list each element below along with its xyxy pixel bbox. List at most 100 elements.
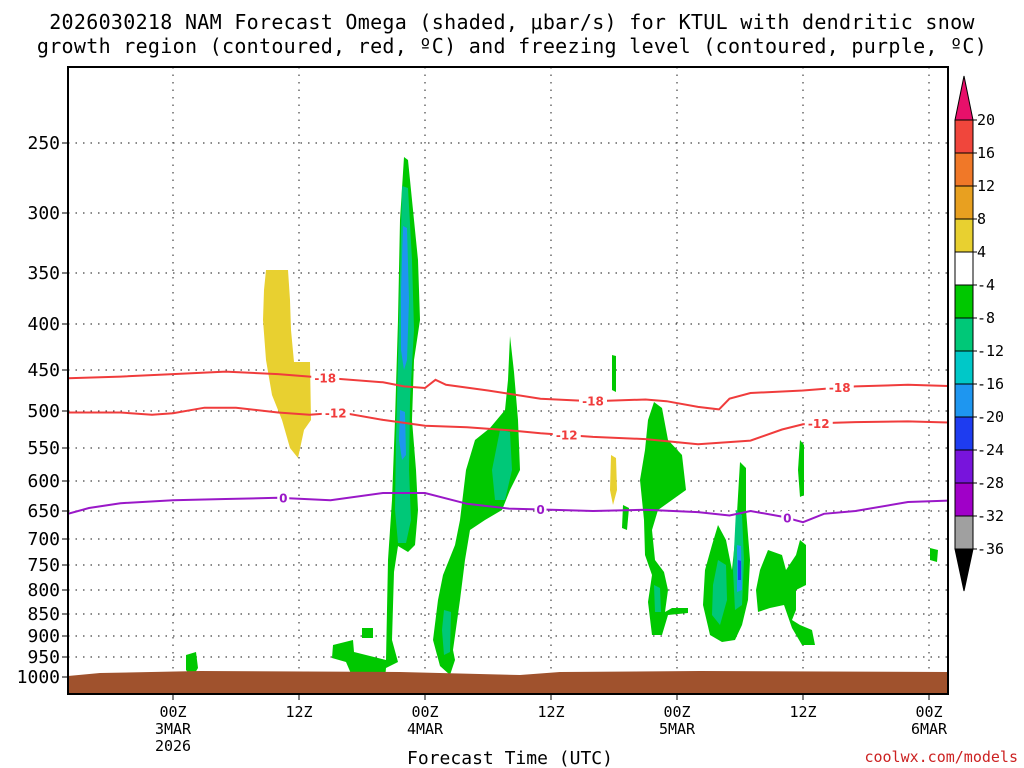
x-tick-label-0-0: 00Z [159, 703, 186, 721]
contour-label-0-2: -18 [829, 381, 851, 395]
omega-region-positive-yellow-small [610, 455, 617, 505]
omega-region-15z-green [756, 540, 815, 645]
colorbar-label-6: -8 [977, 309, 995, 327]
colorbar-swatch-10 [954, 416, 974, 451]
y-tick-label-1000: 1000 [17, 667, 60, 688]
x-tick-label-3-0: 12Z [537, 703, 564, 721]
x-tick-label-5-0: 12Z [789, 703, 816, 721]
contour-line-1 [68, 406, 948, 446]
x-tick-label-0-1: 3MAR [155, 720, 192, 738]
y-tick-label-250: 250 [27, 133, 60, 154]
chart-title-line-1: 2026030218 NAM Forecast Omega (shaded, μ… [49, 10, 975, 34]
colorbar-label-12: -32 [977, 507, 1004, 525]
y-tick-label-400: 400 [27, 314, 60, 335]
omega-region-small-green-1 [362, 628, 373, 638]
y-tick-label-850: 850 [27, 604, 60, 625]
y-tick-label-600: 600 [27, 471, 60, 492]
colorbar-swatch-1 [954, 119, 974, 154]
contour-label-bg-1-2 [804, 416, 833, 431]
x-tick-label-4-0: 00Z [663, 703, 690, 721]
contour-label-bg-2-2 [781, 511, 794, 525]
y-tick-label-350: 350 [27, 263, 60, 284]
y-tick-label-900: 900 [27, 626, 60, 647]
colorbar-label-13: -36 [977, 540, 1004, 558]
contour-label-bg-0-0 [311, 370, 340, 385]
y-tick-label-800: 800 [27, 580, 60, 601]
contour-label-1-0: -12 [325, 406, 347, 420]
y-tick-label-750: 750 [27, 555, 60, 576]
x-tick-label-6-0: 00Z [915, 703, 942, 721]
ground-surface [68, 671, 948, 694]
colorbar-swatch-13 [954, 515, 974, 550]
y-tick-label-550: 550 [27, 438, 60, 459]
colorbar-swatch-6 [954, 284, 974, 319]
colorbar-swatch-7 [954, 317, 974, 352]
colorbar-label-5: -4 [977, 276, 995, 294]
colorbar-label-7: -12 [977, 342, 1004, 360]
contour-label-1-1: -12 [556, 429, 578, 443]
omega-region-09z-teal [712, 560, 727, 625]
x-tick-label-1-0: 12Z [285, 703, 312, 721]
omega-region-tall-column-blue [401, 226, 409, 370]
x-tick-label-2-0: 00Z [411, 703, 438, 721]
colorbar-top-arrow [954, 75, 974, 121]
y-tick-label-700: 700 [27, 529, 60, 550]
colorbar-label-3: 8 [977, 210, 986, 228]
omega-region-5mar-thin-green [612, 355, 616, 392]
colorbar-swatch-3 [954, 185, 974, 220]
colorbar-label-11: -28 [977, 474, 1004, 492]
contour-label-1-2: -12 [808, 417, 830, 431]
y-tick-label-450: 450 [27, 360, 60, 381]
colorbar-label-2: 12 [977, 177, 995, 195]
omega-region-5mar-small-green [622, 505, 629, 530]
contour-label-0-1: -18 [582, 395, 604, 409]
x-tick-label-2-1: 4MAR [407, 720, 444, 738]
contour-label-bg-1-0 [321, 405, 350, 420]
omega-region-6mar-small-green [930, 548, 938, 562]
colorbar-legend: 20 16 12 8 4 -4 -8 -12 -16 -20 -24 -28 -32 -36 [954, 75, 1004, 592]
colorbar-swatch-5 [954, 251, 974, 286]
x-tick-label-6-1: 6MAR [911, 720, 948, 738]
omega-region-5mar-green [640, 402, 688, 635]
x-tick-label-4-1: 5MAR [659, 720, 696, 738]
colorbar-bottom-arrow [954, 548, 974, 592]
plot-frame [67, 66, 949, 695]
colorbar-swatch-2 [954, 152, 974, 187]
omega-region-slanted-band-teal-lower [442, 610, 451, 655]
colorbar-swatch-11 [954, 449, 974, 484]
contour-label-bg-1-1 [552, 428, 581, 443]
colorbar-swatch-9 [954, 383, 974, 418]
y-tick-label-300: 300 [27, 203, 60, 224]
colorbar-label-10: -24 [977, 441, 1004, 459]
contour-label-bg-0-1 [579, 394, 607, 409]
y-tick-label-950: 950 [27, 647, 60, 668]
contour-label-2-2: 0 [783, 512, 791, 526]
contour-label-bg-2-1 [534, 502, 547, 517]
omega-region-positive-yellow [263, 270, 311, 458]
contour-label-bg-2-0 [277, 491, 290, 506]
contour-label-2-0: 0 [279, 492, 287, 506]
colorbar-label-8: -16 [977, 375, 1004, 393]
credit-watermark: coolwx.com/models [864, 748, 1018, 766]
colorbar-label-0: 20 [977, 111, 995, 129]
colorbar-label-4: 4 [977, 243, 986, 261]
y-axis-ticks: 2503003504004505005506006507007508008509… [17, 133, 68, 688]
omega-region-5mar-teal [654, 585, 661, 612]
omega-region-09z-darkblue [738, 560, 741, 580]
colorbar-label-9: -20 [977, 408, 1004, 426]
omega-region-15z-small-green [798, 440, 804, 497]
temperature-contours: -18 -18 -18 -12 -12 -12 0 0 0 [68, 370, 948, 526]
contour-label-0-0: -18 [314, 371, 336, 385]
y-tick-label-500: 500 [27, 401, 60, 422]
contour-label-2-1: 0 [536, 503, 544, 517]
colorbar-swatch-12 [954, 482, 974, 517]
colorbar-swatch-4 [954, 218, 974, 253]
omega-region-slanted-band-teal [492, 430, 512, 500]
contour-line-0 [68, 370, 948, 411]
contour-line-2 [68, 492, 948, 524]
colorbar-label-1: 16 [977, 144, 995, 162]
contour-label-bg-0-2 [825, 380, 854, 395]
chart-title-line-2: growth region (contoured, red, ºC) and f… [36, 34, 988, 58]
